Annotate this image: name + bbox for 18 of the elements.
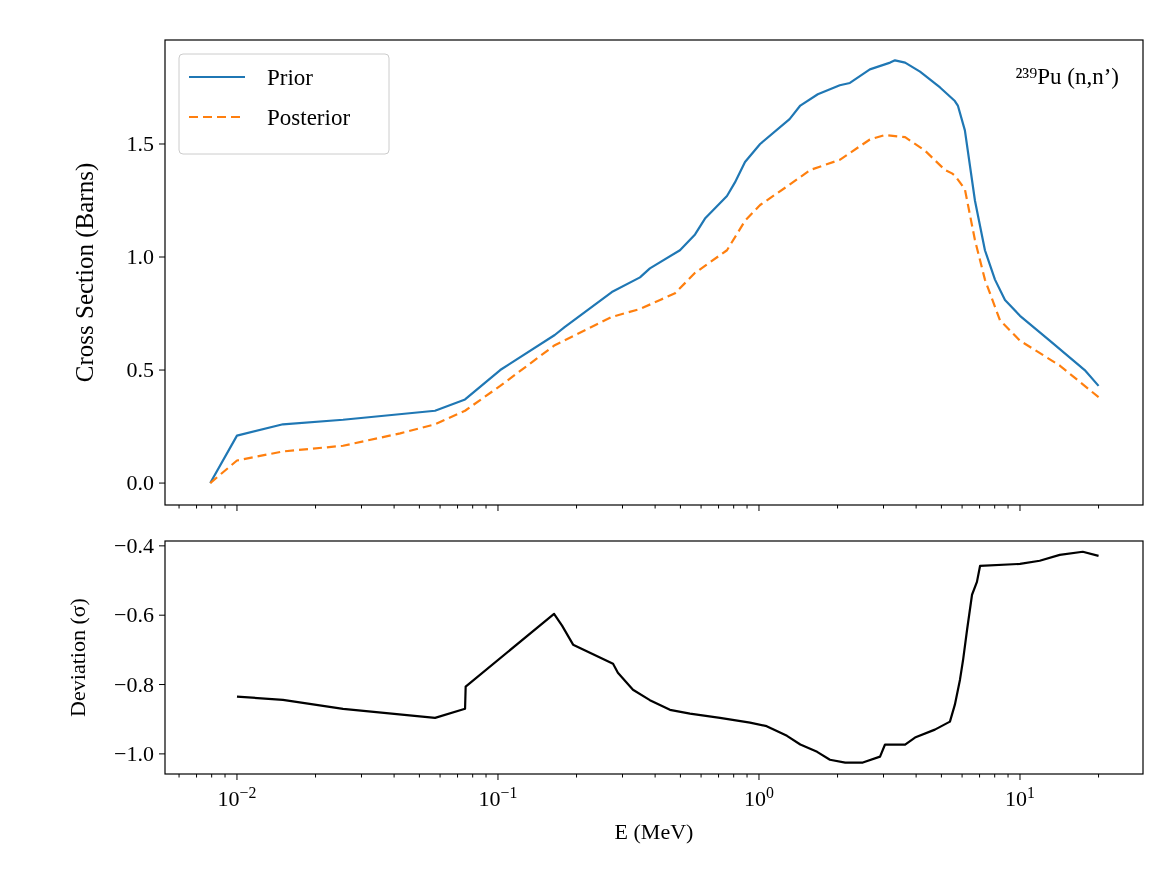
y-tick-label: −0.8	[114, 671, 154, 697]
x-tick-label: 10$^{0}$	[744, 783, 775, 811]
annotation: ²³⁹Pu (n,n’)	[1015, 64, 1119, 89]
y-axis-title: Cross Section (Barns)	[71, 162, 99, 383]
x-tick-label: 10$^{1}$	[1005, 783, 1035, 811]
legend-label: Posterior	[267, 105, 351, 130]
y-tick-label: −0.6	[114, 602, 154, 628]
y-tick-label: 0.0	[126, 470, 154, 496]
y-tick-label: 0.5	[126, 357, 154, 383]
y-axis-title: Deviation (σ)	[65, 598, 90, 717]
x-tick-label: 10$^{−1}$	[478, 783, 518, 811]
legend-label: Prior	[267, 65, 314, 90]
y-tick-label: −1.0	[114, 740, 154, 766]
y-tick-label: −0.4	[114, 532, 154, 558]
x-axis-title: E (MeV)	[614, 819, 694, 844]
y-tick-label: 1.5	[126, 130, 154, 156]
x-tick-label: 10$^{−2}$	[217, 783, 257, 811]
y-tick-label: 1.0	[126, 244, 154, 270]
